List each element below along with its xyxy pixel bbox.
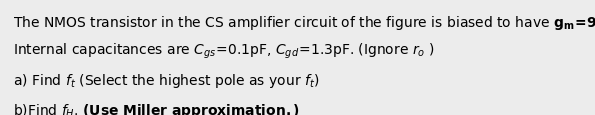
Text: b)Find $f_H$. $\mathbf{(Use\ Miller\ approximation.)}$: b)Find $f_H$. $\mathbf{(Use\ Miller\ app… (13, 101, 300, 115)
Text: a) Find $f_t$ (Select the highest pole as your $f_t$): a) Find $f_t$ (Select the highest pole a… (13, 71, 320, 89)
Text: The NMOS transistor in the CS amplifier circuit of the figure is biased to have : The NMOS transistor in the CS amplifier … (13, 14, 595, 32)
Text: Internal capacitances are $C_{gs}\!=\!0.1$pF, $C_{gd}\!=\!1.3$pF. (Ignore $r_o$ : Internal capacitances are $C_{gs}\!=\!0.… (13, 41, 435, 60)
